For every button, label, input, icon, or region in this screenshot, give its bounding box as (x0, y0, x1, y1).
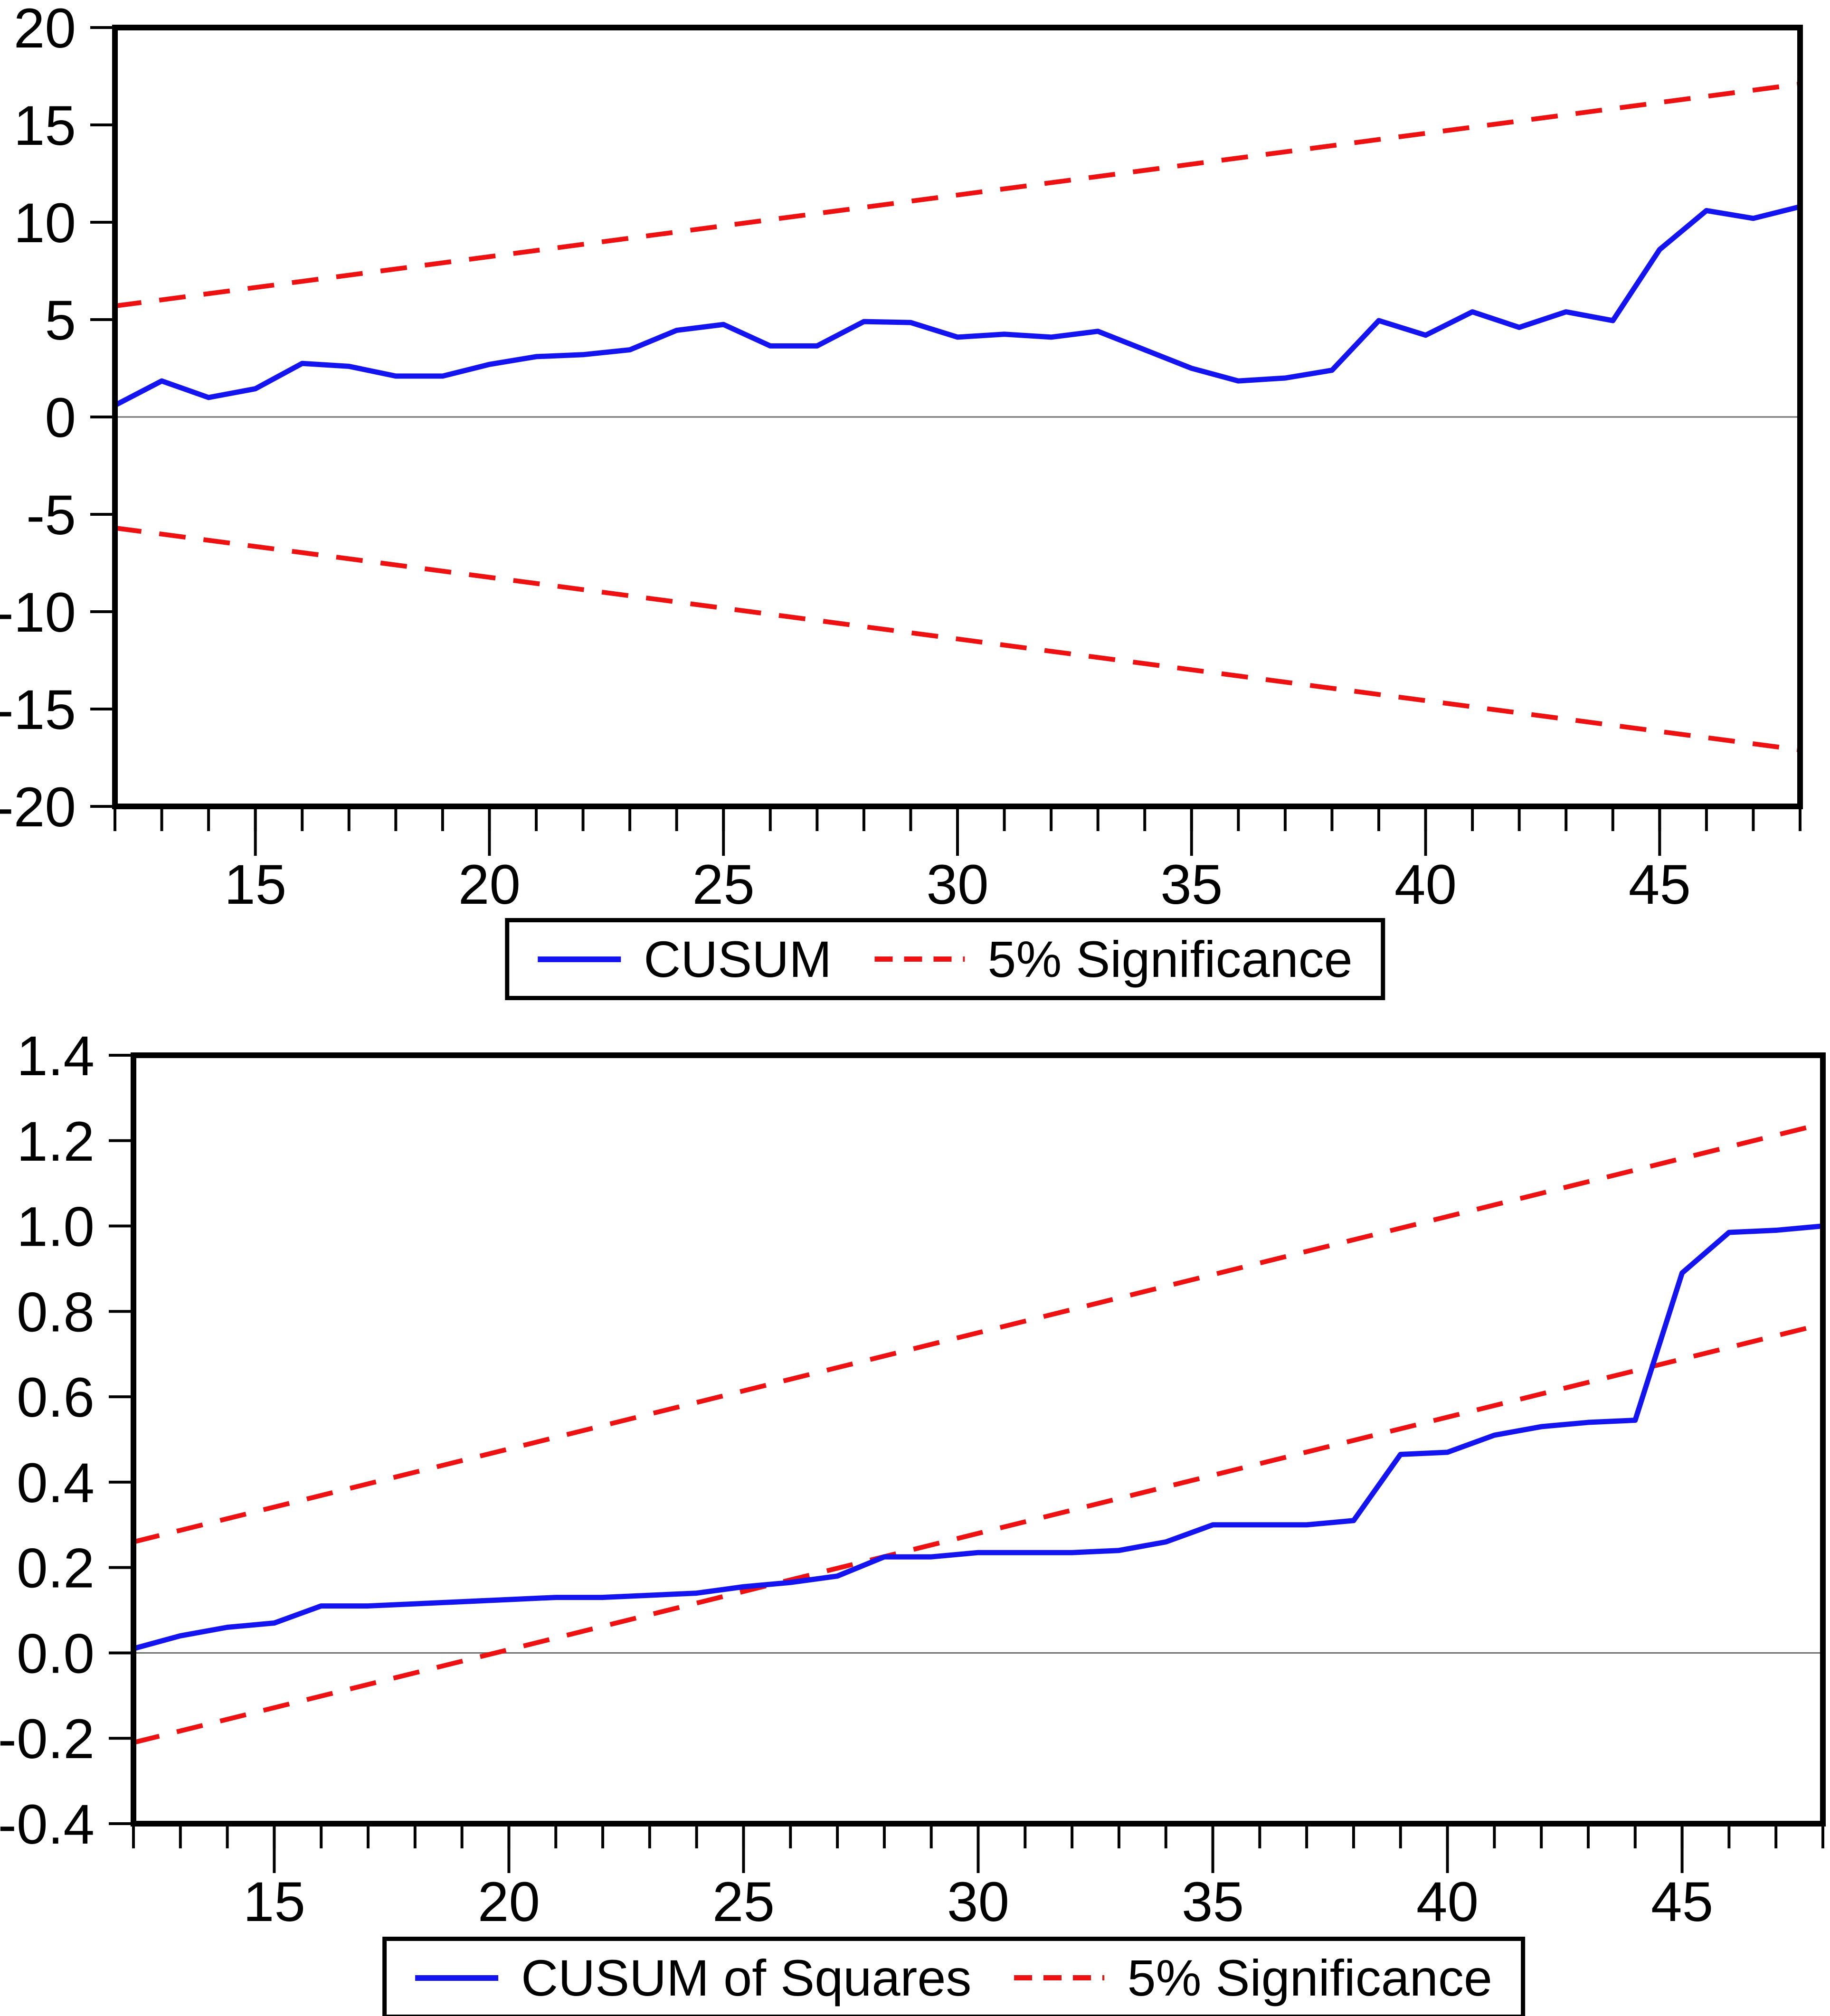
cusum-legend: CUSUM 5% Significance (505, 918, 1385, 1000)
x-tick-label: 15 (243, 1871, 305, 1933)
x-tick-label: 40 (1394, 853, 1457, 916)
x-tick-label: 20 (458, 853, 521, 916)
cusum-legend-label: CUSUM (644, 930, 832, 988)
y-tick-label: -10 (0, 581, 76, 644)
y-tick-label: 0.2 (17, 1537, 95, 1600)
y-tick-label: -0.2 (0, 1708, 95, 1770)
x-tick-label: 25 (692, 853, 755, 916)
y-tick-label: 5 (45, 289, 76, 352)
y-tick-label: 0 (45, 387, 76, 449)
x-tick-label: 45 (1651, 1871, 1713, 1933)
plot-frame (131, 1052, 1826, 1827)
x-tick-label: 15 (224, 853, 286, 916)
y-tick-label: 15 (14, 95, 76, 157)
y-tick-label: 1.4 (17, 1025, 95, 1088)
significance-legend-label: 5% Significance (987, 930, 1353, 988)
y-tick-label: -20 (0, 776, 76, 839)
significance-band-upper (114, 81, 1801, 309)
cusum-of-squares-legend: CUSUM of Squares 5% Significance (382, 1937, 1525, 2016)
x-tick-label: 25 (712, 1871, 775, 1933)
y-tick-label: -5 (26, 484, 76, 547)
y-tick-label: 1.0 (17, 1196, 95, 1259)
x-tick-label: 30 (926, 853, 988, 916)
y-tick-label: 0.0 (17, 1622, 95, 1685)
plot-frame (112, 25, 1803, 809)
y-tick-label: 1.2 (17, 1110, 95, 1173)
series-line (112, 204, 1803, 408)
cusum-line-sample (538, 956, 621, 962)
x-tick-label: 40 (1416, 1871, 1479, 1933)
significance-line-sample (1014, 1975, 1105, 1980)
y-tick-label: -15 (0, 679, 76, 741)
y-tick-label: 0.4 (17, 1452, 95, 1514)
x-tick-label: 20 (478, 1871, 540, 1933)
x-tick-label: 35 (1182, 1871, 1244, 1933)
series-line (131, 1223, 1826, 1651)
y-tick-label: -0.4 (0, 1793, 95, 1856)
x-tick-label: 30 (947, 1871, 1009, 1933)
significance-band-upper (133, 1121, 1824, 1544)
y-tick-label: 0.6 (17, 1366, 95, 1429)
significance-band-lower (114, 525, 1801, 753)
significance-band-lower (133, 1322, 1824, 1745)
x-tick-label: 35 (1160, 853, 1223, 916)
y-tick-label: 0.8 (17, 1281, 95, 1344)
y-tick-label: 10 (14, 192, 76, 255)
cusum-of-squares-legend-label: CUSUM of Squares (521, 1949, 972, 2007)
cusum-of-squares-line-sample (415, 1975, 499, 1981)
significance-legend-label: 5% Significance (1127, 1949, 1492, 2007)
x-tick-label: 45 (1629, 853, 1691, 916)
y-tick-label: 20 (14, 0, 76, 60)
significance-line-sample (874, 956, 965, 962)
